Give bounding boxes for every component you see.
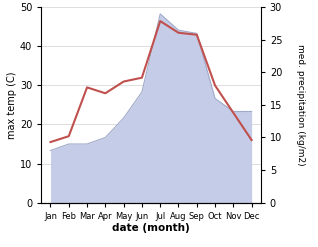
X-axis label: date (month): date (month) [112,223,190,233]
Y-axis label: max temp (C): max temp (C) [7,71,17,139]
Y-axis label: med. precipitation (kg/m2): med. precipitation (kg/m2) [296,44,305,166]
